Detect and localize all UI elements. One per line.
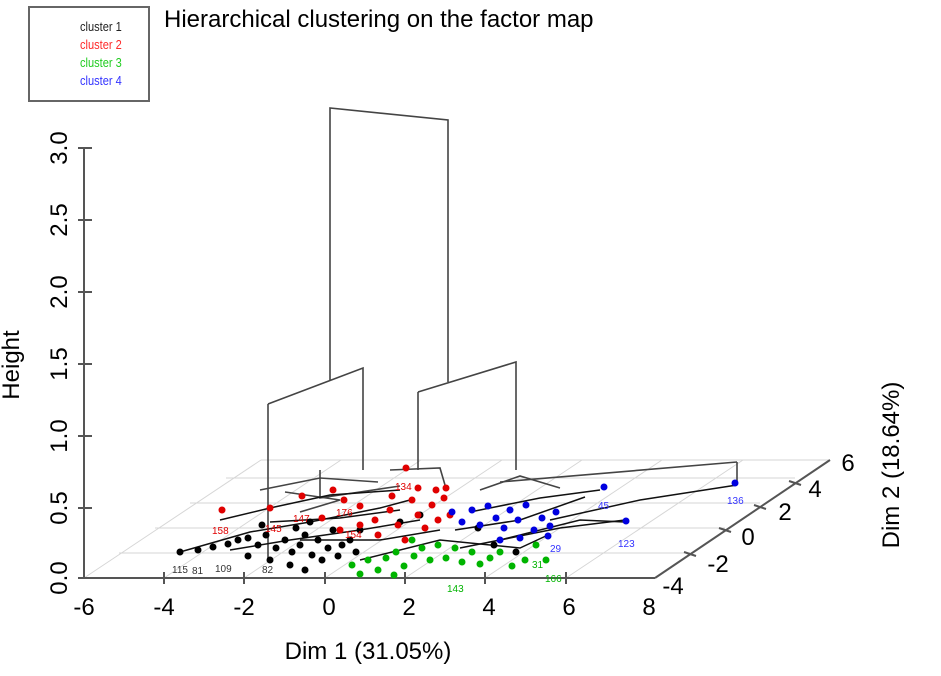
y-tick: 2.5 <box>46 203 73 237</box>
svg-text:154: 154 <box>345 530 362 541</box>
axes <box>78 147 831 584</box>
chart-title: Hierarchical clustering on the factor ma… <box>164 6 594 33</box>
x-tick: 2 <box>402 594 416 621</box>
z-tick: -4 <box>662 573 684 600</box>
legend-item-cluster-2: cluster 2 <box>80 37 122 52</box>
svg-text:176: 176 <box>336 508 353 519</box>
svg-text:147: 147 <box>293 514 310 525</box>
z-tick: -2 <box>707 551 729 578</box>
svg-text:136: 136 <box>727 496 744 507</box>
svg-text:123: 123 <box>618 539 635 550</box>
svg-text:145: 145 <box>265 524 282 535</box>
legend: cluster 1 cluster 2 cluster 3 cluster 4 <box>28 6 150 102</box>
x-tick: -6 <box>73 594 95 621</box>
svg-text:143: 143 <box>447 584 464 595</box>
x-tick: 4 <box>482 594 496 621</box>
cluster-1-points <box>176 511 520 574</box>
floor-grid <box>83 459 830 579</box>
svg-text:81: 81 <box>192 566 204 577</box>
cluster-4-points <box>448 479 739 544</box>
y-tick: 0.5 <box>46 491 73 525</box>
legend-item-cluster-4: cluster 4 <box>80 73 122 88</box>
point-labels: 115 81 109 82 158 145 147 176 154 134 143 31 1… <box>172 482 744 595</box>
svg-text:115: 115 <box>172 565 188 576</box>
branch-lines <box>179 484 738 561</box>
svg-text:134: 134 <box>395 482 412 493</box>
y-tick: 2.0 <box>46 275 73 309</box>
x-axis-label: Dim 1 (31.05%) <box>284 638 452 665</box>
y-axis-label: Height <box>0 330 25 400</box>
x-tick: -2 <box>233 594 255 621</box>
z-tick: 0 <box>741 524 755 551</box>
z-tick: 4 <box>808 476 822 503</box>
x-tick: 8 <box>642 594 656 621</box>
y-tick: 3.0 <box>46 131 73 165</box>
x-tick: 6 <box>562 594 576 621</box>
legend-item-cluster-1: cluster 1 <box>80 19 122 34</box>
svg-text:82: 82 <box>262 565 274 576</box>
cluster-3-points <box>348 536 550 579</box>
x-tick: -4 <box>153 594 175 621</box>
y-tick: 0.0 <box>46 561 73 595</box>
svg-text:29: 29 <box>550 544 562 555</box>
legend-item-cluster-3: cluster 3 <box>80 55 122 70</box>
svg-text:45: 45 <box>598 501 610 512</box>
y-tick: 1.5 <box>46 347 73 381</box>
y-tick: 1.0 <box>46 419 73 453</box>
x-tick: 0 <box>322 594 336 621</box>
z-tick: 2 <box>778 499 792 526</box>
svg-text:31: 31 <box>532 560 544 571</box>
svg-text:109: 109 <box>215 564 232 575</box>
z-axis-label: Dim 2 (18.64%) <box>878 381 905 549</box>
z-tick: 6 <box>841 450 855 477</box>
svg-text:158: 158 <box>212 526 229 537</box>
svg-text:166: 166 <box>545 574 562 585</box>
